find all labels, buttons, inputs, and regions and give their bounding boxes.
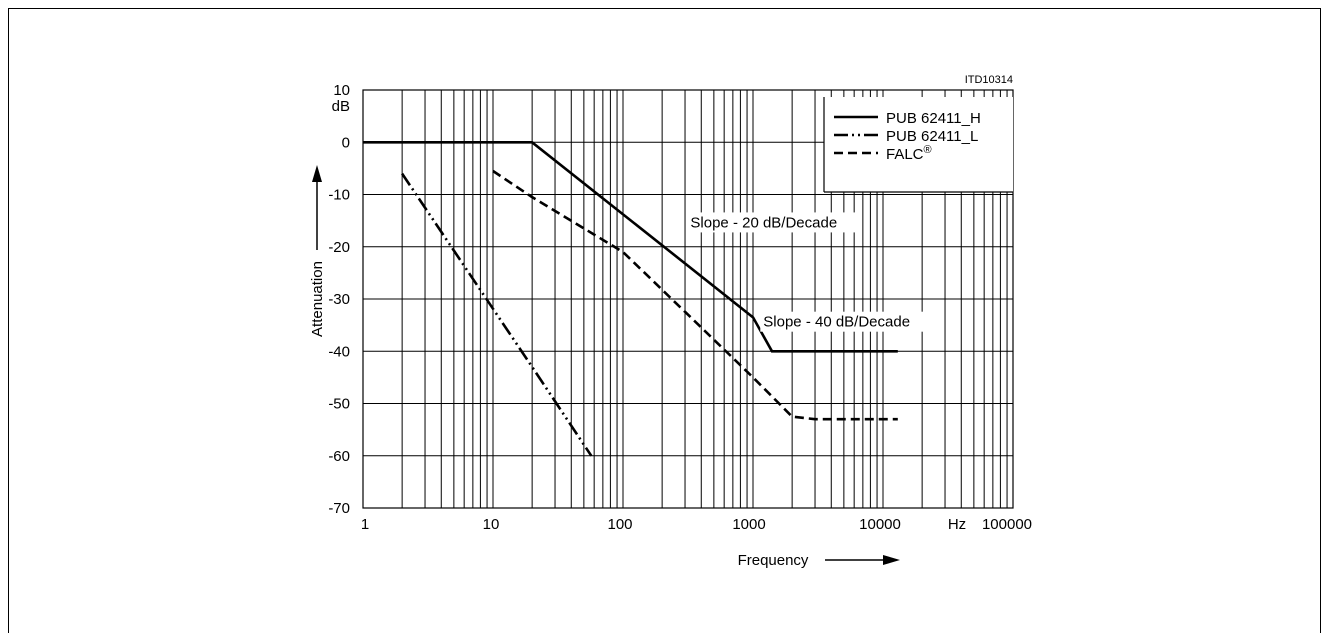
y-tick-label: -20: [328, 239, 350, 256]
legend-box: [824, 97, 1013, 192]
x-tick-label: 10: [483, 516, 500, 533]
annotation-background: [760, 311, 929, 332]
x-axis-arrowhead: [883, 555, 900, 565]
series-line-3: [492, 169, 898, 421]
y-tick-label: -70: [328, 500, 350, 517]
plot-border: [362, 89, 1014, 509]
x-tick-label: 1: [361, 516, 369, 533]
legend-label: PUB 62411_L: [886, 128, 978, 145]
series-line-2: [401, 172, 593, 457]
y-tick-label: 0: [342, 134, 350, 151]
x-tick-label: 10000: [859, 516, 901, 533]
y-axis-title: Attenuation: [309, 261, 326, 337]
x-tick-label: 1000: [732, 516, 765, 533]
x-axis-title: Frequency: [738, 552, 809, 569]
y-tick-label: 10: [333, 82, 350, 99]
legend-label-superscript: ®: [924, 144, 932, 156]
y-tick-label: -30: [328, 291, 350, 308]
y-tick-label: -10: [328, 187, 350, 204]
grid: [363, 90, 1013, 508]
annotation-label: Slope - 20 dB/Decade: [690, 214, 837, 231]
x-tick-label: 100: [607, 516, 632, 533]
annotation-label: Slope - 40 dB/Decade: [763, 314, 910, 331]
x-unit-label: Hz: [948, 516, 966, 533]
labels: Slope - 20 dB/Decade Slope - 40 dB/Decade…: [687, 74, 1013, 332]
figure-frame: [8, 8, 1321, 633]
series-line-1: [363, 141, 898, 353]
y-tick-label: -40: [328, 343, 350, 360]
y-tick-label: -50: [328, 396, 350, 413]
y-axis-arrowhead: [312, 165, 322, 182]
figure-id: ITD10314: [965, 74, 1013, 86]
annotation-background: [687, 212, 856, 233]
y-tick-label: -60: [328, 448, 350, 465]
y-unit-label: dB: [332, 98, 350, 115]
legend-label: PUB 62411_H: [886, 110, 981, 127]
legend-label: FALC®: [886, 144, 932, 163]
series-lines: [363, 141, 898, 457]
x-tick-label: 100000: [982, 516, 1032, 533]
